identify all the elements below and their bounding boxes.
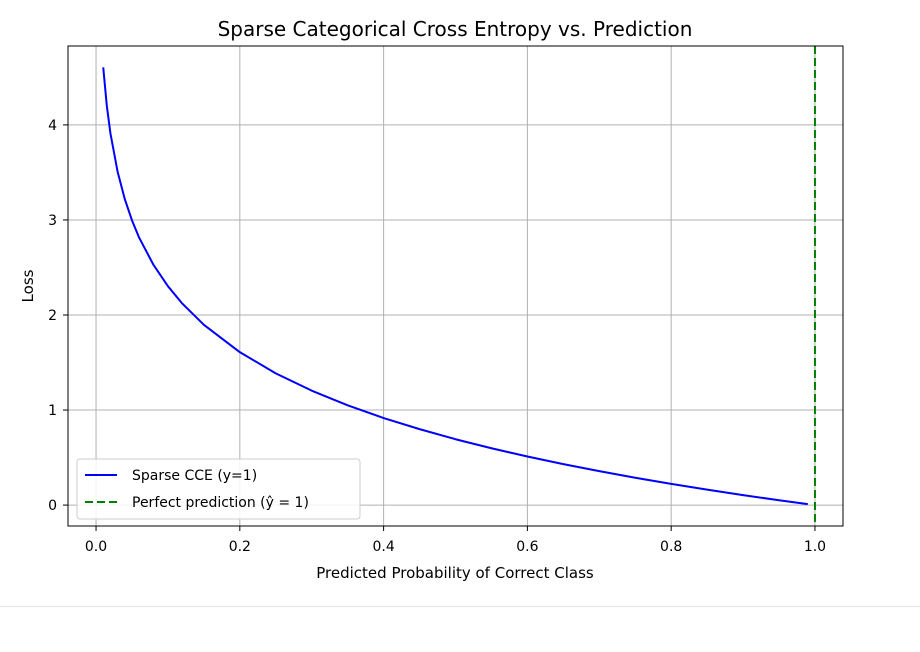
x-tick-label: 1.0 [804,539,826,555]
x-tick-label: 0.0 [85,539,107,555]
x-axis-label: Predicted Probability of Correct Class [316,564,594,582]
y-axis-label: Loss [19,269,37,302]
legend-label: Perfect prediction (ŷ = 1) [132,495,309,511]
x-tick-label: 0.4 [372,539,394,555]
x-tick-label: 0.2 [229,539,251,555]
chart-title: Sparse Categorical Cross Entropy vs. Pre… [218,17,693,41]
y-tick-label: 0 [48,498,57,514]
legend-label: Sparse CCE (y=1) [132,468,257,484]
y-tick-label: 4 [48,118,57,134]
sparse-cce-line [102,67,808,506]
x-tick-label: 0.8 [660,539,682,555]
series-layer [102,46,816,526]
grid-layer [68,46,843,526]
tick-layer: 0.0 0.2 0.4 0.6 0.8 1.0 0 1 2 3 4 [48,118,826,555]
chart-svg: Sparse Categorical Cross Entropy vs. Pre… [19,17,844,582]
chart-figure: Sparse Categorical Cross Entropy vs. Pre… [19,17,844,582]
y-tick-label: 2 [48,308,57,324]
x-tick-label: 0.6 [516,539,538,555]
output-divider [0,606,920,607]
legend: Sparse CCE (y=1) Perfect prediction (ŷ = … [76,458,361,520]
legend-box [76,458,361,520]
plot-frame [67,45,844,527]
y-tick-label: 3 [48,213,57,229]
y-tick-label: 1 [48,403,57,419]
